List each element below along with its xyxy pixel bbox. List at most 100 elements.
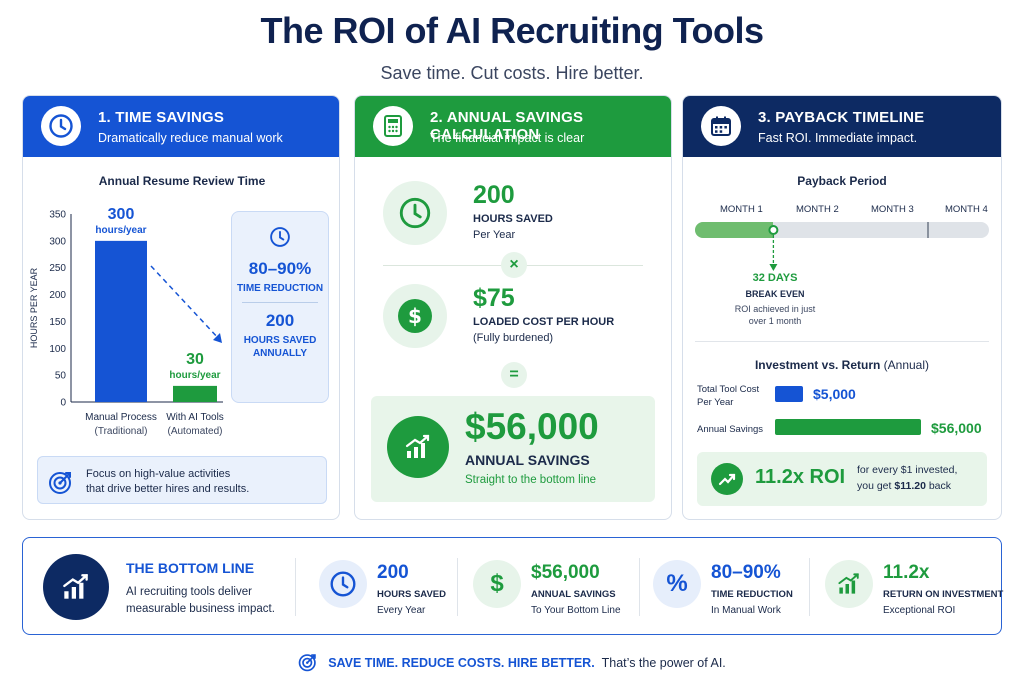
roi-value: 11.2x ROI [755, 466, 846, 488]
y-tick-label: 300 [49, 236, 66, 247]
bar-unit-label: hours/year [169, 370, 220, 381]
dollar-icon: $ [473, 560, 521, 608]
roi-text-line-2: you get $11.20 back [857, 478, 957, 494]
payback-header: 3. PAYBACK TIMELINE Fast ROI. Immediate … [683, 96, 1001, 157]
timeline-tick [927, 222, 929, 238]
multiply-operator: × [501, 252, 527, 278]
trend-up-icon [711, 463, 743, 495]
annual-savings-subheading: The financial impact is clear [430, 131, 585, 145]
roi-text-post: back [925, 480, 952, 492]
y-axis-label: HOURS PER YEAR [29, 267, 39, 348]
annual-savings-card: 2. ANNUAL SAVINGS CALCULATION The financ… [354, 95, 672, 520]
roi-text-pre: you get [857, 480, 895, 492]
payback-period-title: Payback Period [797, 174, 887, 188]
x-category-sub: (Automated) [167, 426, 222, 437]
stat-label: HOURS SAVED [377, 589, 446, 600]
svg-text:$: $ [408, 304, 422, 328]
annual-savings-label: Annual Savings [697, 424, 764, 435]
month-label: MONTH 3 [871, 204, 914, 215]
stat-value: 200 [377, 562, 409, 583]
annual-savings-bar [775, 419, 921, 435]
month-label: MONTH 4 [945, 204, 988, 215]
break-even-sub-line: ROI achieved in just [734, 304, 816, 314]
stat-label: ANNUAL SAVINGS [531, 589, 616, 600]
stat-sub: To Your Bottom Line [531, 605, 621, 616]
investment-title-bold: Investment vs. Return [754, 358, 881, 372]
bar-value-label: 30 [186, 351, 204, 368]
cost-per-hour-label: LOADED COST PER HOUR [473, 316, 615, 328]
focus-line-1: Focus on high-value activities [86, 468, 231, 480]
break-even-days: 32 DAYS [752, 272, 798, 284]
cost-per-hour-value: $75 [473, 284, 515, 312]
bar [173, 385, 217, 402]
y-tick-label: 200 [49, 290, 66, 301]
stat-sub: Every Year [377, 605, 426, 616]
break-even-arrowhead [769, 264, 778, 271]
target-icon [48, 469, 74, 500]
x-category-label: Manual Process [85, 412, 157, 423]
reduction-arrow [150, 265, 221, 341]
stat-value: 80–90% [711, 562, 781, 583]
focus-line-2: that drive better hires and results. [86, 483, 250, 495]
equals-operator: = [501, 362, 527, 388]
payback-timeline-card: 3. PAYBACK TIMELINE Fast ROI. Immediate … [682, 95, 1002, 520]
time-savings-card: 1. TIME SAVINGS Dramatically reduce manu… [22, 95, 340, 520]
bar-value-label: 300 [108, 206, 135, 223]
footer-bold: SAVE TIME. REDUCE COSTS. HIRE BETTER. [328, 655, 595, 670]
cost-per-hour-sub: (Fully burdened) [473, 332, 554, 344]
cost-per-hour-row: $ $75 LOADED COST PER HOUR (Fully burden… [383, 284, 663, 352]
clock-icon [232, 226, 328, 253]
stat-sub: Exceptional ROI [883, 605, 956, 616]
chart-title: Annual Resume Review Time [98, 174, 266, 188]
divider [639, 558, 640, 616]
growth-chart-icon [387, 416, 449, 478]
target-icon [298, 652, 318, 675]
hours-saved-label-2: ANNUALLY [252, 348, 308, 359]
tool-cost-label-2: Per Year [697, 397, 734, 408]
clock-icon [41, 106, 81, 146]
bar-unit-label: hours/year [95, 225, 146, 236]
y-tick-label: 50 [55, 371, 67, 382]
hours-saved-sub: Per Year [473, 229, 516, 241]
time-savings-heading: 1. TIME SAVINGS [98, 109, 225, 126]
calendar-icon [701, 106, 741, 146]
clock-icon [319, 560, 367, 608]
dollar-icon: $ [383, 284, 447, 348]
payback-subheading: Fast ROI. Immediate impact. [758, 131, 918, 145]
investment-title: Investment vs. Return (Annual) [683, 358, 1001, 372]
hours-saved-value: 200 [265, 311, 295, 330]
time-savings-subheading: Dramatically reduce manual work [98, 131, 283, 145]
break-even-sub-line: over 1 month [748, 316, 802, 326]
break-even-marker [768, 225, 779, 271]
y-tick-label: 100 [49, 344, 66, 355]
page-title: The ROI of AI Recruiting Tools [260, 10, 765, 51]
tool-cost-label: Total Tool Cost Per Year [697, 383, 759, 409]
arrowhead [213, 333, 222, 343]
y-tick-label: 250 [49, 263, 66, 274]
bottom-line-text-2: measurable business impact. [126, 603, 275, 615]
divider [809, 558, 810, 616]
footer-rest: That’s the power of AI. [601, 655, 726, 670]
annual-savings-heading: 2. ANNUAL SAVINGS CALCULATION [430, 109, 584, 143]
stat-label: RETURN ON INVESTMENT [883, 589, 1004, 600]
bottom-line-text-1: AI recruiting tools deliver [126, 586, 252, 598]
y-tick-label: 350 [49, 210, 66, 221]
hours-saved-label: HOURS SAVED [473, 213, 553, 225]
resume-review-bar-chart: HOURS PER YEAR 0 50 100 150 200 250 300 350 300 ho… [29, 206, 224, 437]
bar [95, 240, 147, 402]
time-savings-header: 1. TIME SAVINGS Dramatically reduce manu… [23, 96, 339, 157]
time-reduction-label: TIME REDUCTION [236, 283, 324, 294]
bottom-line-heading: THE BOTTOM LINE [126, 560, 255, 576]
roi-text-bold: $11.20 [894, 480, 926, 492]
bottom-line-text: AI recruiting tools deliver measurable b… [126, 584, 275, 618]
payback-timeline-track [695, 222, 989, 238]
stat-value: 11.2x [883, 562, 930, 583]
percent-icon: % [653, 560, 701, 608]
reduction-summary-box: 80–90% TIME REDUCTION 200 HOURS SAVED AN… [231, 211, 329, 403]
bottom-line-panel: THE BOTTOM LINE AI recruiting tools deli… [22, 537, 1004, 635]
annual-savings-header: 2. ANNUAL SAVINGS CALCULATION The financ… [355, 96, 671, 157]
roi-text-line-1: for every $1 invested, [857, 464, 958, 476]
stat-label: TIME REDUCTION [711, 589, 793, 600]
payback-heading: 3. PAYBACK TIMELINE [758, 109, 925, 126]
tool-cost-bar [775, 386, 803, 402]
